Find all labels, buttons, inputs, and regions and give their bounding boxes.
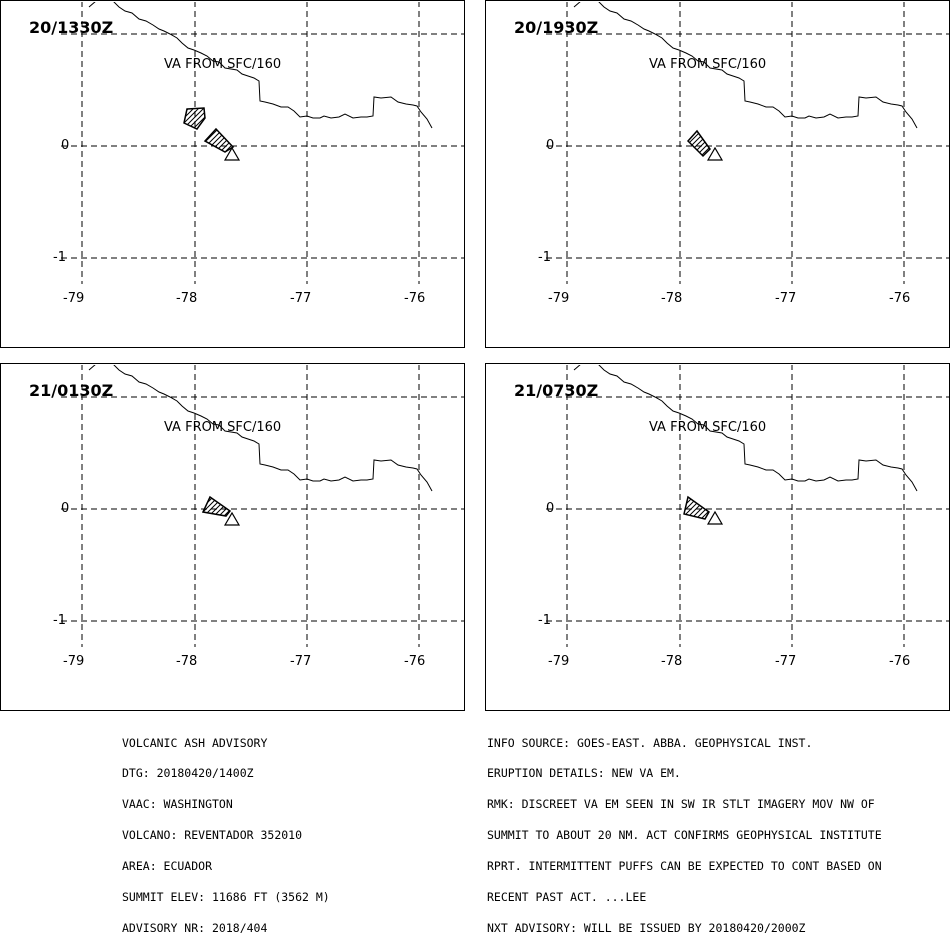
longitude-tick-label: -78: [176, 291, 198, 306]
volcano-icon: [706, 510, 724, 525]
longitude-tick-label: -79: [63, 291, 85, 306]
longitude-tick-label: -79: [63, 654, 85, 669]
map-panel: 20/1930Z VA FROM SFC/160 -79 -78 -77 -76 0 -1: [485, 0, 950, 348]
footer-right-line: INFO SOURCE: GOES-EAST. ABBA. GEOPHYSICA…: [487, 735, 813, 750]
volcano-icon: [706, 146, 724, 161]
latitude-tick-label: 0: [61, 138, 70, 153]
footer-right-line: SUMMIT TO ABOUT 20 NM. ACT CONFIRMS GEOP…: [487, 828, 882, 843]
footer-left-line: ADVISORY NR: 2018/404: [122, 920, 268, 935]
panel-valid-time: 20/1930Z: [514, 18, 599, 37]
ash-level-label: VA FROM SFC/160: [164, 420, 282, 435]
map-canvas: [61, 2, 464, 284]
longitude-tick-label: -77: [775, 291, 797, 306]
map-canvas: [546, 365, 949, 647]
footer-right-line: ERUPTION DETAILS: NEW VA EM.: [487, 766, 681, 781]
longitude-tick-label: -78: [661, 654, 683, 669]
latitude-tick-label: 0: [546, 138, 555, 153]
footer-right-line: RECENT PAST ACT. ...LEE: [487, 890, 647, 905]
ash-cloud-polygon: [201, 495, 232, 517]
panel-valid-time: 20/1330Z: [29, 18, 114, 37]
longitude-tick-label: -77: [775, 654, 797, 669]
latitude-tick-label: -1: [53, 613, 66, 628]
longitude-tick-label: -76: [404, 291, 426, 306]
latitude-tick-label: -1: [538, 613, 551, 628]
footer-right-line: NXT ADVISORY: WILL BE ISSUED BY 20180420…: [487, 920, 806, 935]
latitude-tick-label: 0: [61, 501, 70, 516]
latitude-tick-label: -1: [538, 250, 551, 265]
volcano-icon: [223, 146, 241, 161]
longitude-tick-label: -77: [290, 654, 312, 669]
latitude-tick-label: -1: [53, 250, 66, 265]
map-canvas: [61, 365, 464, 647]
longitude-tick-label: -76: [404, 654, 426, 669]
map-panel: 21/0730Z VA FROM SFC/160 -79 -78 -77 -76 0 -1: [485, 363, 950, 711]
ash-cloud-polygon: [686, 129, 711, 158]
ash-level-label: VA FROM SFC/160: [164, 57, 282, 72]
ash-cloud-polygon: [183, 107, 206, 130]
footer-right-line: RPRT. INTERMITTENT PUFFS CAN BE EXPECTED…: [487, 859, 882, 874]
border-line: [573, 365, 918, 492]
longitude-tick-label: -78: [661, 291, 683, 306]
footer-right-line: RMK: DISCREET VA EM SEEN IN SW IR STLT I…: [487, 797, 875, 812]
map-canvas: [546, 2, 949, 284]
border-line: [573, 2, 918, 129]
longitude-tick-label: -79: [548, 291, 570, 306]
ash-cloud-polygon: [683, 495, 710, 520]
panel-valid-time: 21/0130Z: [29, 381, 114, 400]
volcano-icon: [223, 511, 241, 526]
longitude-tick-label: -78: [176, 654, 198, 669]
footer-left-line: DTG: 20180420/1400Z: [122, 766, 254, 781]
border-line: [88, 365, 433, 492]
footer-left-line: VAAC: WASHINGTON: [122, 797, 233, 812]
footer-left-line: SUMMIT ELEV: 11686 FT (3562 M): [122, 890, 330, 905]
latitude-tick-label: 0: [546, 501, 555, 516]
longitude-tick-label: -76: [889, 291, 911, 306]
footer-left-line: VOLCANO: REVENTADOR 352010: [122, 828, 303, 843]
ash-level-label: VA FROM SFC/160: [649, 420, 767, 435]
panel-valid-time: 21/0730Z: [514, 381, 599, 400]
longitude-tick-label: -76: [889, 654, 911, 669]
ash-cloud-polygon: [203, 127, 235, 153]
longitude-tick-label: -79: [548, 654, 570, 669]
longitude-tick-label: -77: [290, 291, 312, 306]
ash-level-label: VA FROM SFC/160: [649, 57, 767, 72]
border-line: [88, 2, 433, 129]
advisory-footer-right: INFO SOURCE: GOES-EAST. ABBA. GEOPHYSICA…: [487, 717, 882, 944]
footer-left-line: AREA: ECUADOR: [122, 859, 213, 874]
footer-left-line: VOLCANIC ASH ADVISORY: [122, 735, 268, 750]
map-panel: 21/0130Z VA FROM SFC/160 -79 -78 -77 -76 0 -1: [0, 363, 465, 711]
advisory-footer-left: VOLCANIC ASH ADVISORY DTG: 20180420/1400…: [122, 717, 330, 944]
map-panel: 20/1330Z VA FROM SFC/160 -79 -78 -77 -76 0 -1: [0, 0, 465, 348]
